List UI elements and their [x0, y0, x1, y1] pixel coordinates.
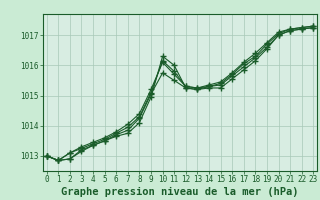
X-axis label: Graphe pression niveau de la mer (hPa): Graphe pression niveau de la mer (hPa): [61, 187, 299, 197]
